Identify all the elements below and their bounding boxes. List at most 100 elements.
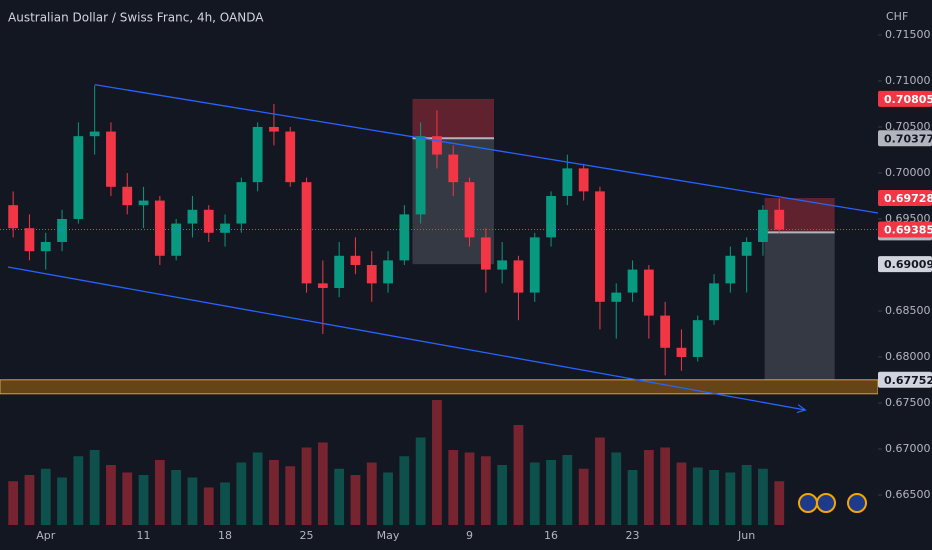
volume-bar [562,455,573,525]
candle-body [480,237,491,270]
candle-body [529,237,540,293]
volume-bar [399,456,410,525]
candle-body [676,347,687,357]
volume-bar [334,468,345,525]
x-tick-label: 11 [137,529,151,542]
volume-bar [73,456,84,525]
volume-bar [513,425,524,525]
candle-body [154,200,165,256]
event-icon[interactable] [816,493,836,513]
x-tick-label: May [377,529,400,542]
volume-bar [725,472,736,525]
currency-label: CHF [886,10,908,23]
volume-bar [220,482,230,525]
volume-bar [611,452,622,525]
y-tick-label: 0.70000 [885,166,931,179]
candle-body [432,136,442,155]
volume-bar [269,460,279,525]
candle-body [350,255,361,265]
volume-bar [595,437,605,525]
volume-bar [8,481,19,525]
volume-bar [676,462,687,525]
candle-body [578,168,589,192]
volume-bar [187,477,198,525]
x-tick-label: 9 [466,529,473,542]
volume-bar [432,400,442,525]
y-tick-label: 0.67000 [885,442,931,455]
volume-bar [383,472,393,525]
chart-title: Australian Dollar / Swiss Franc, 4h, OAN… [8,11,264,25]
trendline [94,84,878,214]
event-icon[interactable] [847,493,867,513]
volume-bar [24,475,35,525]
volume-bar [643,450,654,525]
candle-body [627,269,638,293]
candle-body [89,131,100,137]
candle-body [8,205,19,229]
x-tick-label: Apr [36,529,56,542]
volume-bar [89,450,100,525]
candle-body [203,209,214,233]
volume-bar [480,456,491,525]
price-axis: 0.66500 0.67000 0.67500 0.68000 0.68500 0.690… [878,28,932,501]
volume-bar [366,462,377,525]
candle-body [236,182,247,224]
candle-body [73,136,84,219]
candle-body [269,126,279,132]
plot-area [0,84,878,525]
volume-bar [692,467,703,525]
volume-bar [203,487,214,525]
candle-body [220,223,230,233]
candle-body [774,209,785,230]
candle-body [611,292,622,302]
y-tick-label: 0.68500 [885,304,931,317]
price-label: 0.70377 [884,132,932,145]
x-tick-label: Jun [737,529,755,542]
event-icon[interactable] [798,493,818,513]
candle-body [122,186,133,206]
volume-bar [448,450,459,525]
candle-body [301,182,312,284]
candle-body [106,131,116,187]
volume-bar [741,465,752,525]
candle-body [692,320,703,357]
volume-bar [350,475,361,525]
y-tick-label: 0.70500 [885,120,931,133]
y-tick-label: 0.71000 [885,74,931,87]
candle-body [595,191,605,302]
volume-bar [497,465,508,525]
volume-bar [57,477,67,525]
volume-bar [660,447,671,525]
candle-body [415,136,426,215]
volume-bar [122,472,133,525]
candle-body [497,260,508,270]
x-tick-label: 25 [300,529,314,542]
candle-body [57,218,67,242]
volume-bar [578,468,589,525]
price-label-bg [878,256,932,273]
price-label: 0.69009 [884,258,932,271]
price-label-bg [878,371,932,388]
y-tick-label: 0.71500 [885,28,931,41]
volume-bar [236,462,247,525]
volume-bar [415,437,426,525]
candle-body [366,264,377,284]
price-label: 0.69385 [884,224,932,237]
candle-body [24,228,35,252]
volume-bar [138,475,149,525]
volume-bar [627,470,638,525]
candle-body [399,214,410,261]
x-tick-label: 16 [544,529,558,542]
candle-body [464,182,475,238]
candle-body [40,241,51,252]
support-zone [0,379,878,395]
volume-bar [546,460,556,525]
volume-bar [529,462,540,525]
candle-body [317,283,328,288]
volume-bar [317,442,328,525]
price-label: 0.70805 [884,93,932,106]
volume-bar [301,447,312,525]
volume-bar [171,470,182,525]
